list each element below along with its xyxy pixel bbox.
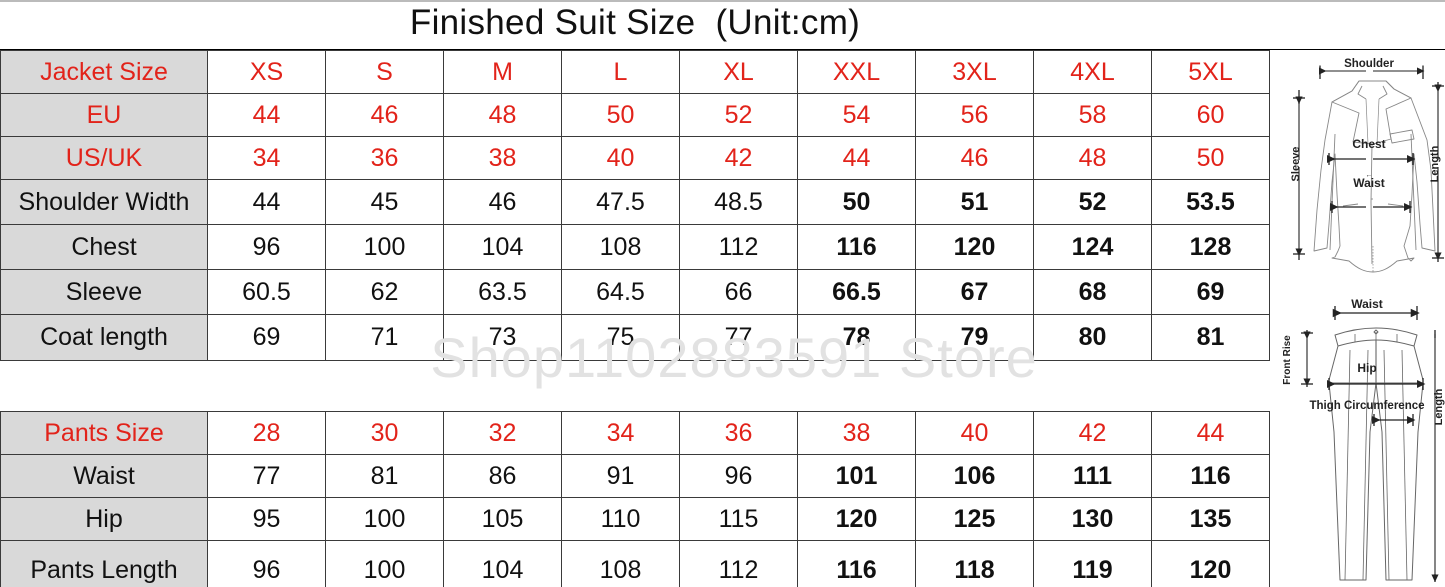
svg-text:Hip: Hip [1357, 361, 1376, 375]
svg-text:Shoulder: Shoulder [1344, 58, 1394, 70]
svg-text:Length: Length [1433, 388, 1445, 425]
svg-text:Sleeve: Sleeve [1290, 147, 1302, 182]
svg-text:Thigh Circumference: Thigh Circumference [1309, 400, 1424, 412]
svg-text:Front Rise: Front Rise [1282, 335, 1293, 385]
svg-text:←: ← [1366, 172, 1373, 179]
svg-text:Chest: Chest [1352, 137, 1385, 151]
svg-text:Waist: Waist [1351, 297, 1383, 311]
svg-text:Length: Length [1429, 145, 1441, 182]
